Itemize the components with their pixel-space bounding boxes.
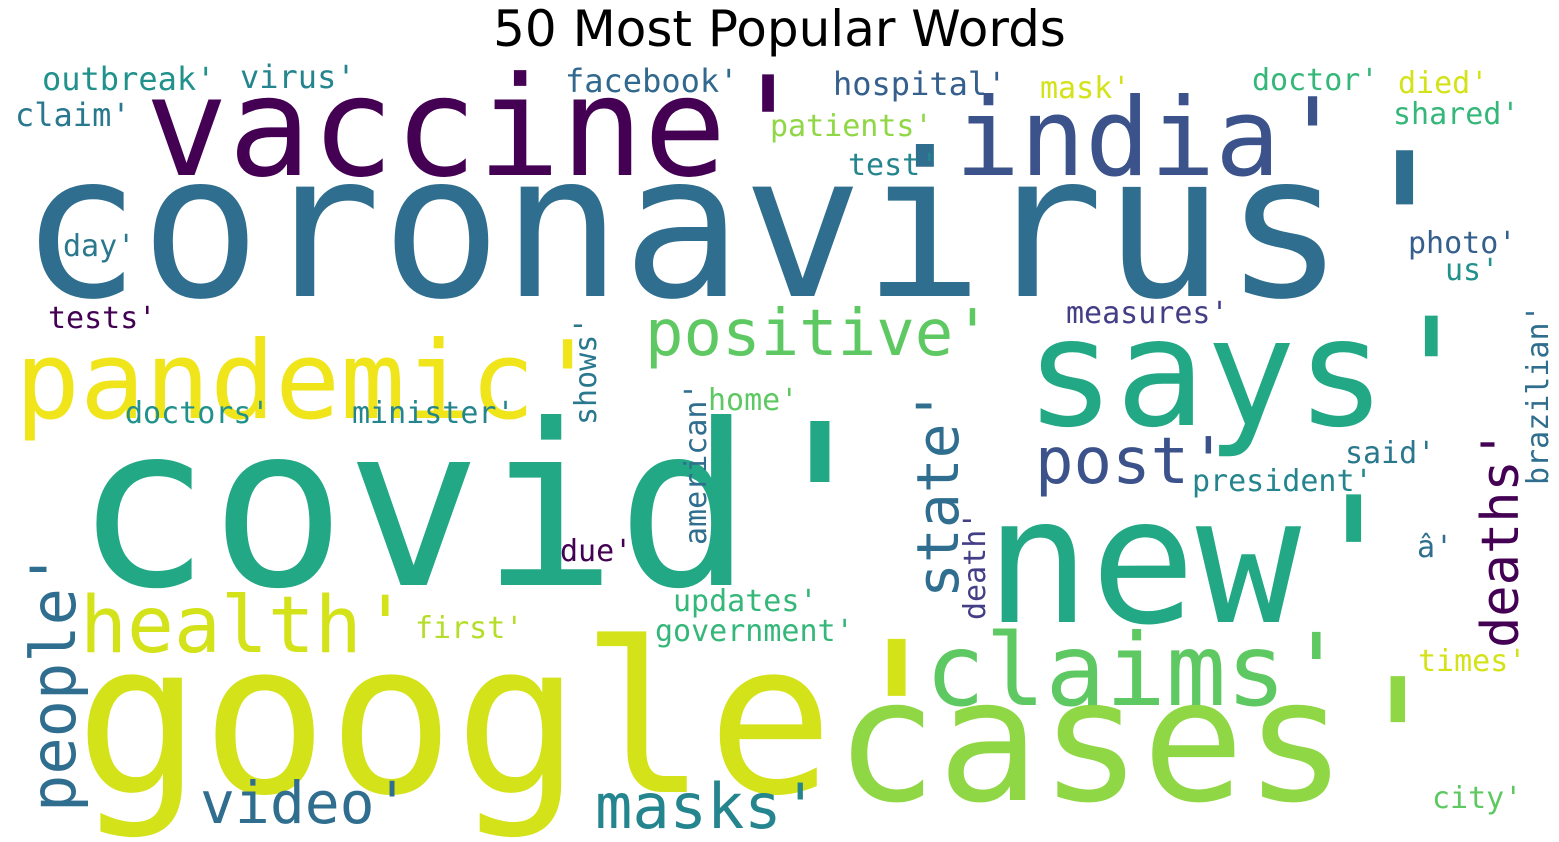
word-coronavirus: coronavirus' [20, 111, 1465, 344]
word-due: due' [560, 534, 632, 569]
word-shows: shows' [569, 317, 604, 425]
word-video: video' [200, 769, 410, 837]
word-positive: positive' [645, 297, 992, 371]
word-state: state' [904, 388, 972, 598]
word-google: google' [75, 597, 960, 842]
word-said: said' [1345, 436, 1435, 471]
word-word-43: â' [1417, 530, 1453, 565]
word-updates: updates' [673, 584, 818, 619]
word-post: post' [1035, 425, 1228, 499]
word-vaccine: vaccine' [145, 47, 810, 208]
word-says: says' [1025, 287, 1477, 461]
word-health: health' [80, 581, 409, 671]
word-masks: masks' [595, 770, 819, 842]
word-minister: minister' [352, 396, 515, 431]
word-pandemic: pandemic' [15, 319, 600, 444]
word-claims: claims' [925, 612, 1346, 729]
word-claim: claim' [15, 96, 131, 134]
word-cases: cases' [835, 643, 1449, 841]
word-american: american' [679, 382, 714, 545]
word-brazilian: brazilian' [1521, 304, 1556, 485]
word-death: death' [958, 512, 993, 620]
word-patients: patients' [770, 109, 933, 144]
word-covid: covid' [75, 377, 888, 639]
word-new: new' [985, 461, 1406, 664]
word-doctor: doctor' [1252, 63, 1378, 98]
word-people: people' [17, 551, 90, 812]
word-us: us' [1445, 253, 1499, 288]
word-photo: photo' [1408, 226, 1516, 261]
word-president: president' [1192, 464, 1373, 499]
word-first: first' [415, 611, 523, 646]
word-times: times' [1418, 644, 1526, 679]
word-shared: shared' [1393, 97, 1519, 132]
word-city: city' [1432, 781, 1522, 816]
word-doctors: doctors' [125, 396, 270, 431]
page-title: 50 Most Popular Words [493, 0, 1066, 58]
word-day: day' [63, 229, 135, 264]
word-home: home' [708, 383, 798, 418]
word-facebook: facebook' [565, 62, 738, 100]
word-hospital: hospital' [833, 65, 1006, 103]
word-mask: mask' [1040, 71, 1130, 106]
word-virus: virus' [240, 58, 356, 96]
word-test: test' [848, 148, 938, 183]
word-tests: tests' [48, 301, 156, 336]
word-died: died' [1398, 66, 1488, 101]
word-government: government' [655, 614, 854, 649]
word-measures: measures' [1066, 296, 1229, 331]
word-india: india' [955, 76, 1345, 201]
word-outbreak: outbreak' [42, 60, 215, 98]
word-deaths: deaths' [1471, 429, 1531, 648]
